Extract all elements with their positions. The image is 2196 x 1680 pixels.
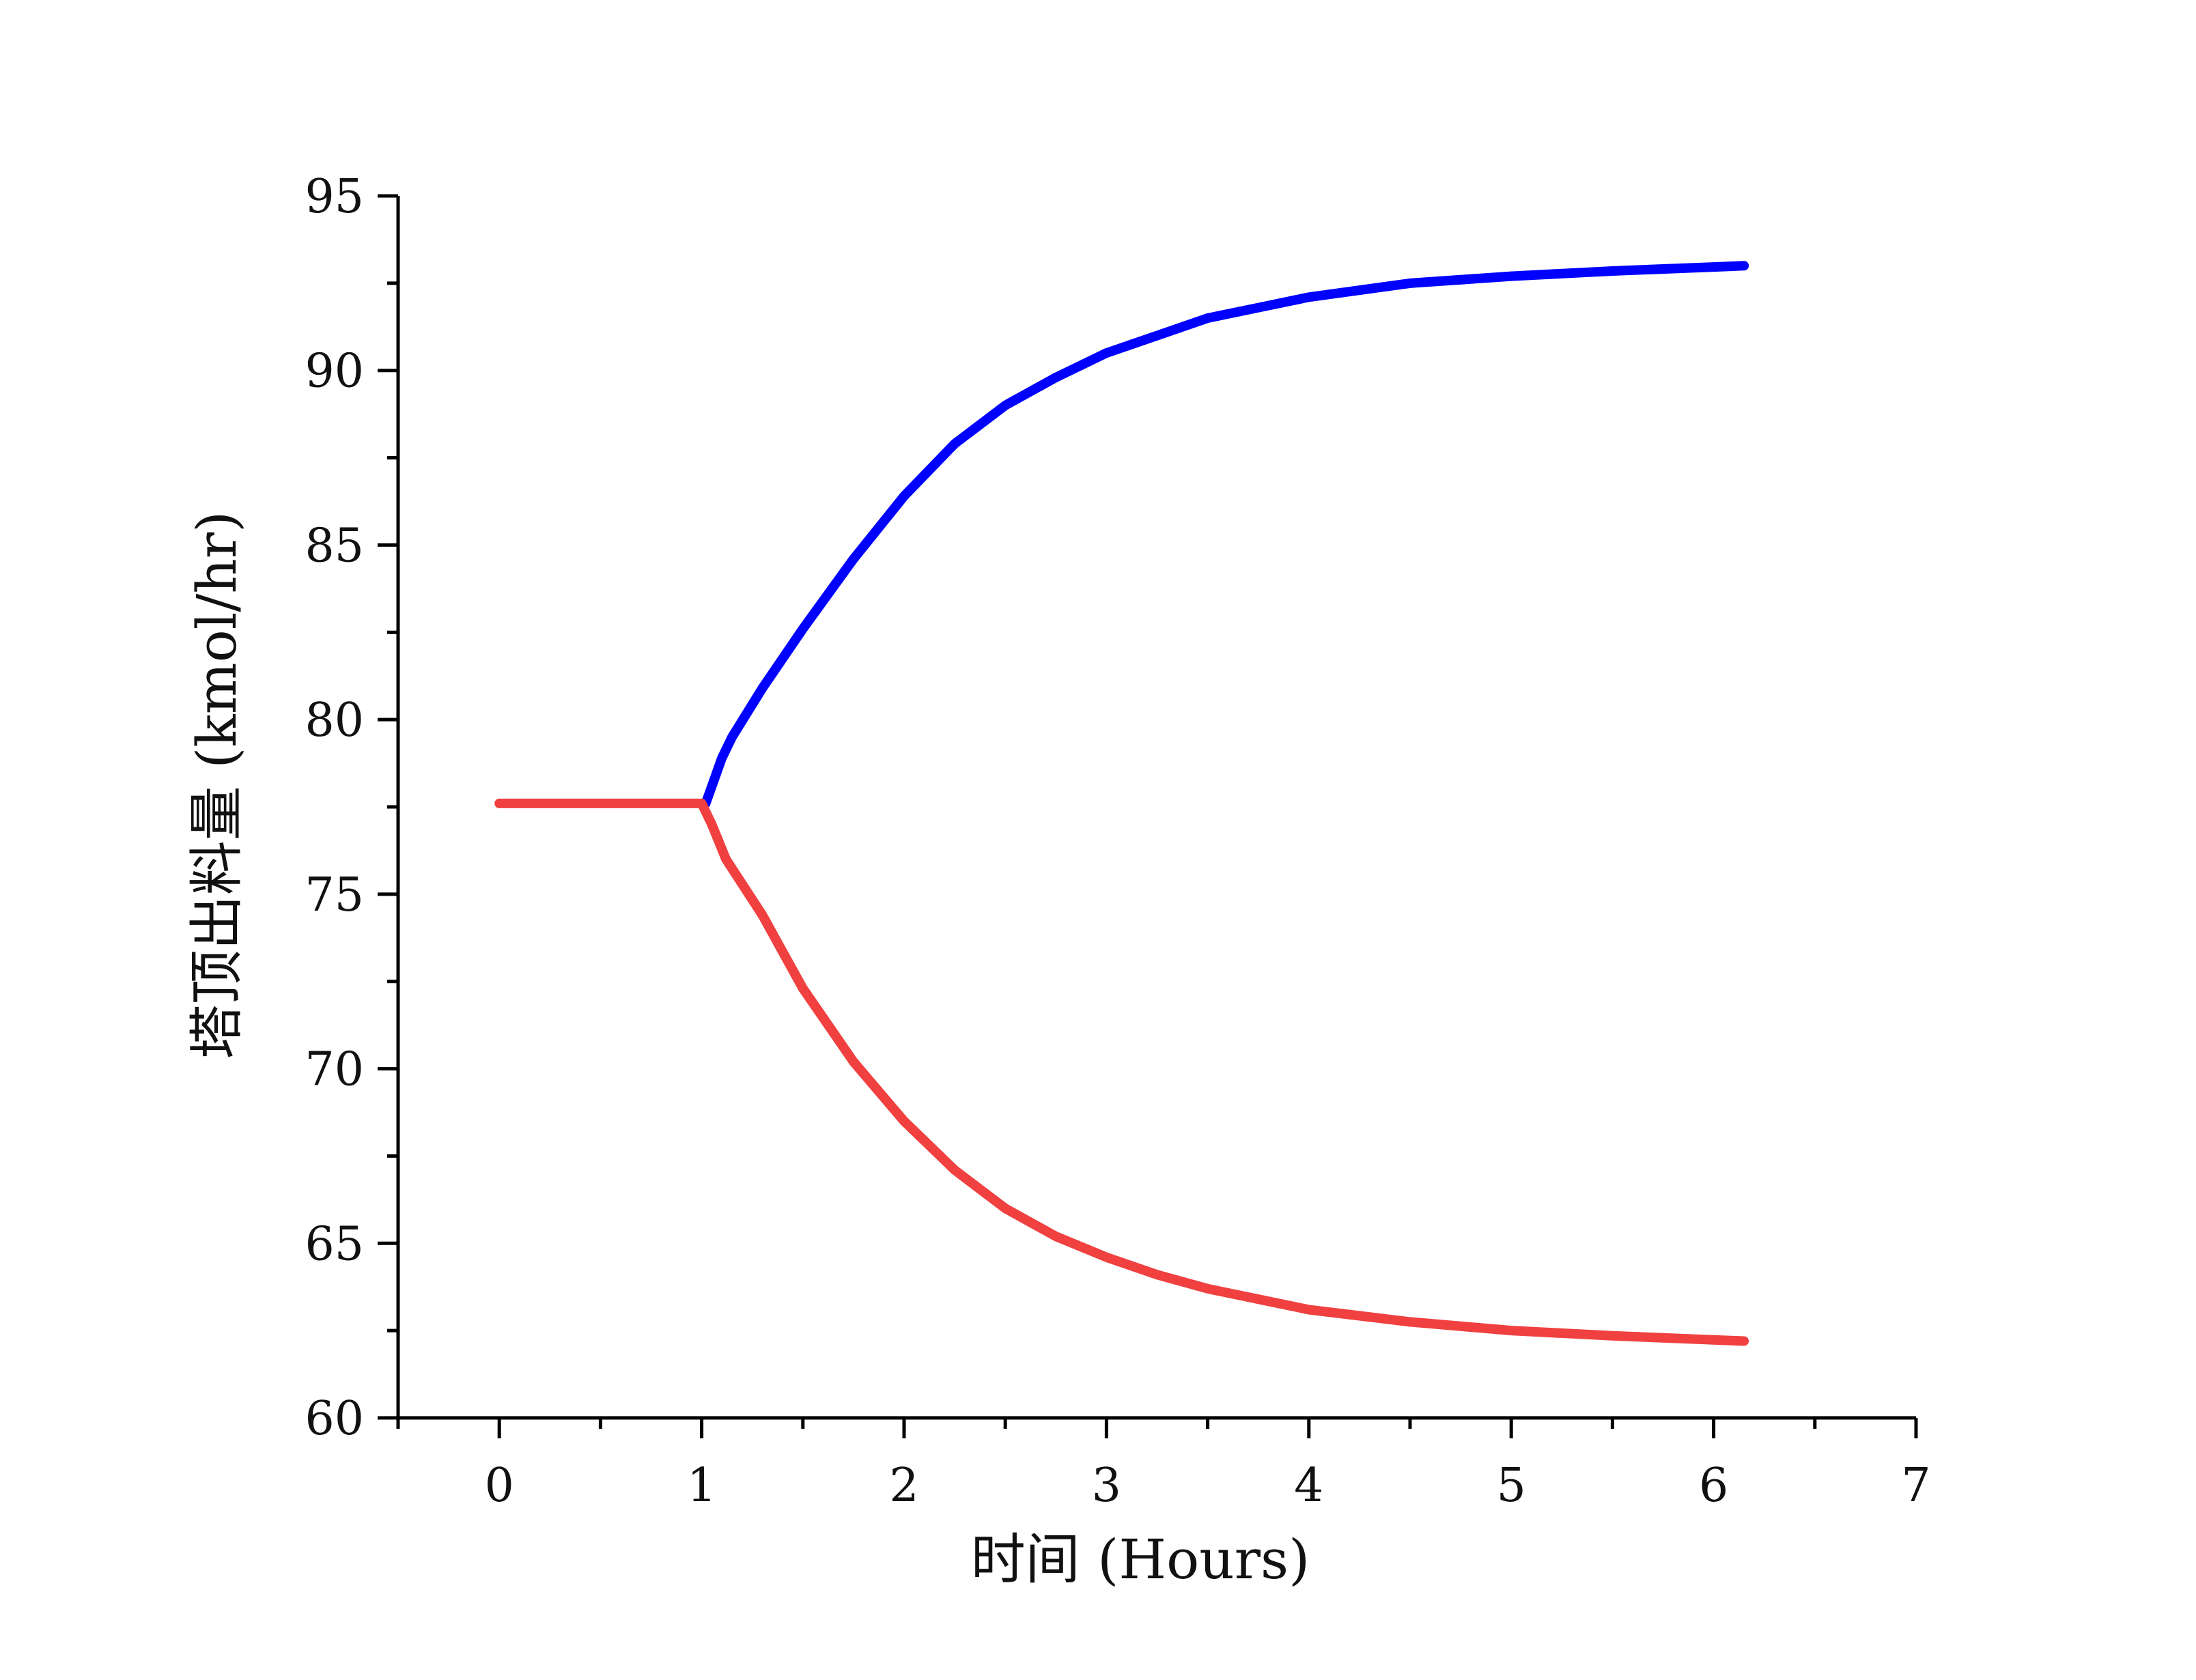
y-tick-label-85: 85: [305, 519, 364, 573]
y-tick-label-65: 65: [305, 1217, 364, 1271]
y-tick-label-80: 80: [305, 694, 364, 748]
y-tick-label-95: 95: [305, 170, 364, 224]
x-tick-label-7: 7: [1901, 1459, 1930, 1513]
y-tick-label-60: 60: [305, 1392, 364, 1446]
y-tick-label-70: 70: [305, 1043, 364, 1097]
series-line-2: [494, 798, 1749, 1346]
series-line-1: [701, 261, 1749, 808]
x-tick-label-4: 4: [1294, 1459, 1323, 1513]
plot-lines: [494, 261, 1749, 1346]
axes: 60 65 70 75 80 85 90 95 0 1 2 3 4 5 6 7: [305, 170, 1930, 1513]
x-tick-label-1: 1: [687, 1459, 716, 1513]
y-tick-label-75: 75: [305, 868, 364, 922]
x-tick-label-2: 2: [889, 1459, 918, 1513]
x-tick-label-6: 6: [1699, 1459, 1728, 1513]
y-axis-title: 塔顶出料量 (kmol/hr): [185, 511, 249, 1059]
y-tick-label-90: 90: [305, 345, 364, 399]
x-tick-label-0: 0: [485, 1459, 514, 1513]
x-tick-label-3: 3: [1092, 1459, 1121, 1513]
x-tick-label-5: 5: [1497, 1459, 1526, 1513]
x-axis-title: 时间 (Hours): [971, 1528, 1310, 1591]
